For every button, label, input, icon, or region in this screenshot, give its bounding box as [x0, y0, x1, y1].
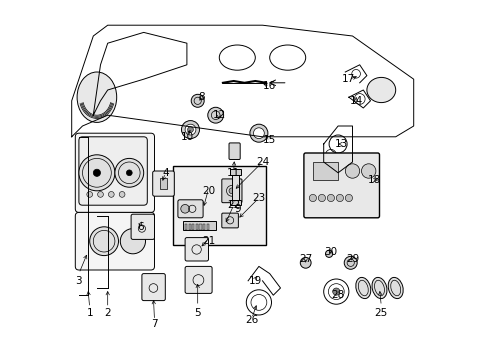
FancyBboxPatch shape — [222, 179, 242, 203]
FancyBboxPatch shape — [178, 200, 203, 218]
Ellipse shape — [77, 72, 117, 122]
Circle shape — [87, 192, 92, 197]
Circle shape — [181, 204, 189, 213]
Circle shape — [345, 164, 359, 178]
Ellipse shape — [355, 278, 370, 298]
Text: 16: 16 — [263, 81, 276, 91]
Text: 4: 4 — [162, 168, 168, 178]
Circle shape — [89, 227, 118, 256]
FancyBboxPatch shape — [75, 133, 154, 212]
Circle shape — [253, 128, 264, 139]
Circle shape — [187, 127, 193, 132]
Text: 28: 28 — [331, 290, 344, 300]
Circle shape — [185, 124, 196, 135]
Circle shape — [318, 194, 325, 202]
Circle shape — [207, 107, 223, 123]
Text: 30: 30 — [324, 247, 337, 257]
Circle shape — [126, 170, 132, 176]
Bar — [192, 224, 194, 230]
Text: 10: 10 — [180, 132, 193, 142]
Text: 23: 23 — [252, 193, 265, 203]
Bar — [203, 224, 205, 230]
FancyBboxPatch shape — [142, 274, 165, 301]
Circle shape — [326, 194, 334, 202]
Text: 9: 9 — [234, 204, 240, 214]
FancyBboxPatch shape — [131, 214, 154, 239]
Ellipse shape — [387, 278, 403, 298]
Ellipse shape — [371, 278, 386, 298]
FancyBboxPatch shape — [228, 143, 240, 159]
Text: 22: 22 — [226, 200, 240, 210]
Circle shape — [120, 229, 145, 254]
Circle shape — [325, 250, 332, 257]
FancyBboxPatch shape — [79, 137, 147, 205]
Text: 1: 1 — [86, 308, 93, 318]
Text: 12: 12 — [212, 110, 225, 120]
Text: 21: 21 — [202, 236, 215, 246]
Bar — [183, 221, 215, 230]
Circle shape — [98, 192, 103, 197]
Circle shape — [344, 256, 356, 269]
Circle shape — [79, 155, 115, 191]
Text: 27: 27 — [299, 254, 312, 264]
Circle shape — [108, 192, 114, 197]
Circle shape — [119, 192, 125, 197]
Text: 13: 13 — [334, 139, 347, 149]
Text: 25: 25 — [374, 308, 387, 318]
FancyBboxPatch shape — [185, 238, 208, 261]
Circle shape — [115, 158, 143, 187]
Bar — [196, 224, 198, 230]
Text: 17: 17 — [342, 74, 355, 84]
Text: 26: 26 — [244, 315, 258, 325]
Text: 14: 14 — [349, 96, 362, 106]
Text: 7: 7 — [151, 319, 158, 329]
Bar — [230, 200, 241, 205]
FancyBboxPatch shape — [152, 171, 174, 196]
Text: 2: 2 — [104, 308, 111, 318]
FancyBboxPatch shape — [75, 212, 154, 270]
Circle shape — [332, 288, 339, 295]
Text: 19: 19 — [248, 276, 262, 286]
FancyBboxPatch shape — [303, 153, 379, 218]
Text: 24: 24 — [255, 157, 268, 167]
Circle shape — [93, 169, 101, 176]
Circle shape — [300, 257, 310, 268]
Bar — [160, 178, 167, 189]
Text: 29: 29 — [345, 254, 358, 264]
Circle shape — [336, 194, 343, 202]
Bar — [185, 224, 187, 230]
Text: 20: 20 — [202, 186, 215, 196]
Circle shape — [361, 164, 375, 178]
Bar — [312, 162, 337, 180]
FancyBboxPatch shape — [222, 213, 238, 228]
Circle shape — [249, 124, 267, 142]
Bar — [188, 224, 190, 230]
Circle shape — [345, 194, 352, 202]
Bar — [206, 224, 208, 230]
Bar — [231, 169, 239, 205]
Text: 6: 6 — [137, 222, 143, 232]
Circle shape — [309, 194, 316, 202]
FancyBboxPatch shape — [185, 266, 212, 293]
Bar — [172, 166, 265, 245]
Bar — [199, 224, 201, 230]
Circle shape — [181, 121, 199, 139]
Text: 3: 3 — [76, 276, 82, 286]
Text: 11: 11 — [226, 168, 240, 178]
Text: 15: 15 — [263, 135, 276, 145]
Ellipse shape — [366, 77, 395, 103]
Circle shape — [228, 188, 234, 194]
Circle shape — [191, 94, 204, 107]
Bar — [230, 169, 241, 175]
Text: 18: 18 — [366, 175, 380, 185]
Text: 5: 5 — [194, 308, 201, 318]
Text: 8: 8 — [198, 92, 204, 102]
